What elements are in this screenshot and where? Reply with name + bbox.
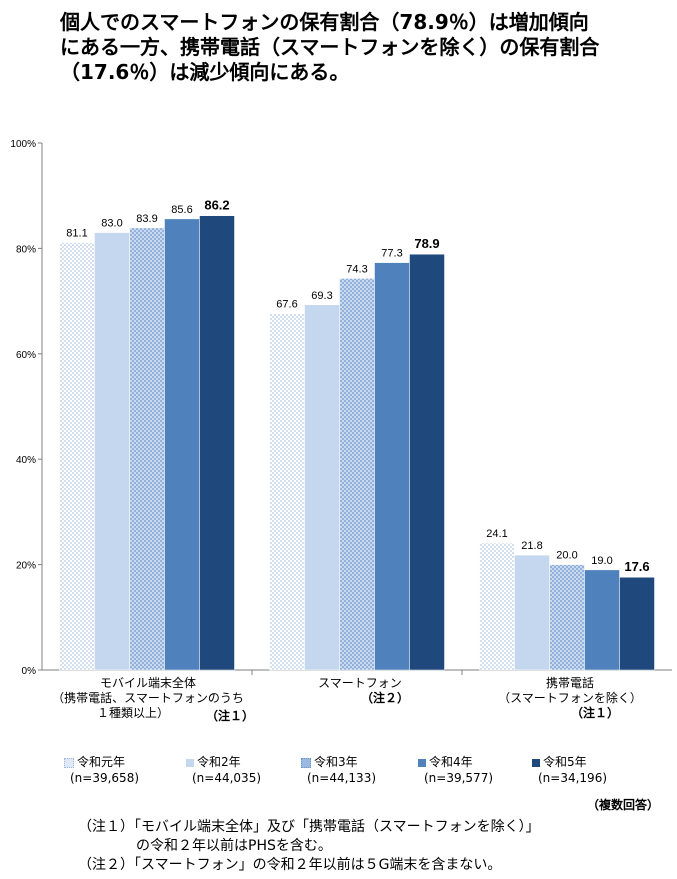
chart-title: 個人でのスマートフォンの保有割合（78.9％）は増加傾向 にある一方、携帯電話（… xyxy=(60,10,660,85)
category-label-mobile-phone: 携帯電話 （スマートフォンを除く） （注１） xyxy=(490,676,650,721)
legend-label: 令和3年 xyxy=(314,755,358,769)
bar-2-4 xyxy=(374,262,410,671)
title-line-1: 個人でのスマートフォンの保有割合（78.9％）は増加傾向 xyxy=(60,10,589,34)
legend-label: 令和4年 xyxy=(429,755,473,769)
legend-label: 令和5年 xyxy=(543,755,587,769)
note-reference: （注１） xyxy=(206,709,255,723)
data-label: 67.6 xyxy=(276,299,297,311)
bar-2-5 xyxy=(409,253,445,671)
bar-2-2 xyxy=(304,304,340,671)
note-reference: （注２） xyxy=(360,691,409,705)
legend-item-r2: 令和2年 (n=44,035) xyxy=(186,754,261,786)
category-label-line: （携帯電話、スマートフォンのうち xyxy=(52,691,244,705)
y-tick-label: 20% xyxy=(16,561,36,572)
legend-sample-size: (n=39,658) xyxy=(70,771,140,785)
data-label: 85.6 xyxy=(171,204,192,216)
category-label-line: モバイル端末全体 xyxy=(99,676,196,690)
bar-3-2 xyxy=(514,554,550,671)
bar-3-5 xyxy=(619,576,655,671)
data-label: 20.0 xyxy=(556,550,577,562)
title-line-3: （17.6％）は減少傾向にある。 xyxy=(60,60,350,84)
chart-data-labels: 81.1 83.0 83.9 85.6 86.2 67.6 69.3 74.3 77.3 78.9… xyxy=(66,198,649,575)
category-label-line: （スマートフォンを除く） xyxy=(498,691,642,705)
legend-sample-size: (n=44,035) xyxy=(192,771,262,785)
legend-sample-size: (n=34,196) xyxy=(538,771,608,785)
data-label: 69.3 xyxy=(311,290,332,302)
category-label-mobile-total: モバイル端末全体 （携帯電話、スマートフォンのうち １種類以上） （注１） xyxy=(48,676,254,723)
chart-bars xyxy=(59,215,655,671)
footnote-1-line-1: （注１）「モバイル端末全体」及び「携帯電話（スマートフォンを除く）」 xyxy=(78,819,540,835)
legend-swatch xyxy=(186,758,194,767)
data-label: 81.1 xyxy=(66,228,87,240)
legend-label: 令和2年 xyxy=(197,755,241,769)
bar-1-4 xyxy=(164,218,200,671)
data-label: 78.9 xyxy=(414,236,439,251)
multiple-answer-note: （複数回答） xyxy=(586,798,659,812)
y-tick-label: 80% xyxy=(16,244,36,255)
y-tick-label: 60% xyxy=(16,350,36,361)
data-label: 17.6 xyxy=(624,559,649,574)
legend-swatch xyxy=(301,757,311,768)
legend-item-r5: 令和5年 (n=34,196) xyxy=(532,754,607,786)
category-label-smartphone: スマートフォン （注２） xyxy=(290,676,430,706)
legend-sample-size: (n=39,577) xyxy=(424,771,494,785)
footnote-2: （注２）「スマートフォン」の令和２年以前は５G端末を含まない。 xyxy=(78,857,502,873)
bar-1-3 xyxy=(129,227,165,671)
bar-3-3 xyxy=(549,564,585,671)
legend-sample-size: (n=44,133) xyxy=(307,771,377,785)
bar-1-2 xyxy=(94,232,130,671)
bar-1-5 xyxy=(199,215,235,671)
legend-item-r3: 令和3年 (n=44,133) xyxy=(301,754,376,786)
y-tick-label: 0% xyxy=(22,666,37,677)
note-reference: （注１） xyxy=(570,706,619,720)
category-label-line: 携帯電話 xyxy=(545,676,594,690)
data-label: 19.0 xyxy=(591,555,612,567)
legend-item-r1: 令和元年 (n=39,658) xyxy=(64,754,139,786)
legend-swatch xyxy=(418,758,426,767)
data-label: 24.1 xyxy=(486,528,507,540)
bar-1-1 xyxy=(59,242,95,671)
bar-chart: 0% 20% 40% 60% 80% 100% 81.1 83.0 83.9 85.6 86.2 6… xyxy=(10,139,672,677)
legend-swatch xyxy=(532,758,540,767)
legend-swatch xyxy=(64,757,74,768)
title-line-2: にある一方、携帯電話（スマートフォンを除く）の保有割合 xyxy=(60,35,600,59)
data-label: 77.3 xyxy=(381,248,402,260)
bar-2-3 xyxy=(339,278,375,671)
legend-item-r4: 令和4年 (n=39,577) xyxy=(418,754,493,786)
y-tick-label: 40% xyxy=(16,455,36,466)
bar-3-1 xyxy=(479,542,515,671)
bar-2-1 xyxy=(269,313,305,671)
category-label-line: スマートフォン xyxy=(318,676,402,690)
data-label: 83.0 xyxy=(101,218,122,230)
data-label: 83.9 xyxy=(136,213,157,225)
category-label-line: １種類以上） xyxy=(96,706,169,720)
bar-3-4 xyxy=(584,569,620,671)
data-label: 21.8 xyxy=(521,540,542,552)
footnote-1-line-2: の令和２年以前はPHSを含む。 xyxy=(136,838,332,854)
legend-label: 令和元年 xyxy=(77,755,126,769)
y-tick-label: 100% xyxy=(10,139,36,150)
data-label: 86.2 xyxy=(204,198,229,213)
data-label: 74.3 xyxy=(346,263,367,275)
